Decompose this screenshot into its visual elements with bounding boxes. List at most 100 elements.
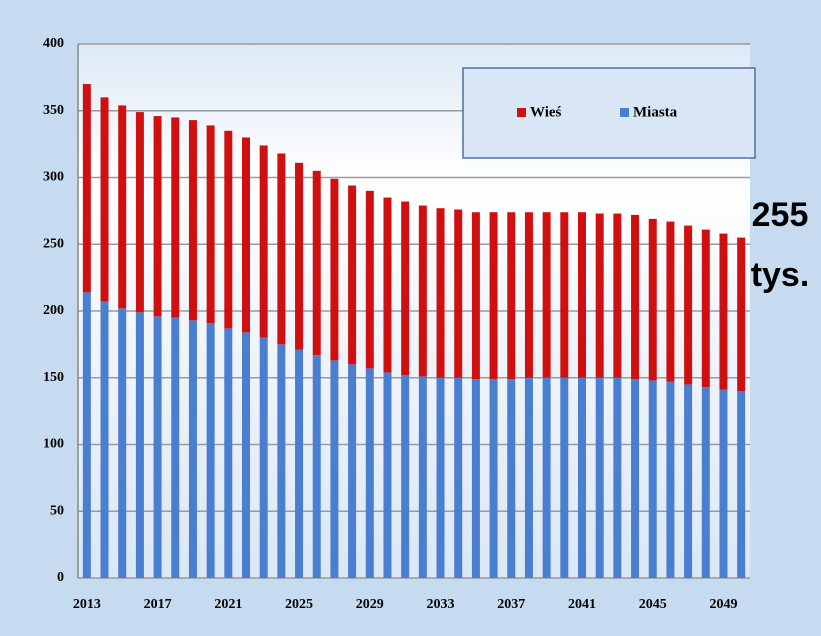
annotation: 255 [752, 196, 809, 234]
bar [82, 292, 91, 578]
bar [595, 377, 604, 578]
x-tick-label: 2017 [144, 597, 172, 612]
bar [242, 332, 250, 578]
bar [82, 84, 91, 293]
bar [648, 380, 657, 578]
y-tick-label: 200 [43, 303, 64, 318]
legend-swatch [620, 108, 629, 117]
bar [153, 116, 162, 317]
bar [295, 162, 304, 350]
bar [560, 212, 569, 378]
bar [401, 375, 410, 578]
bar [312, 170, 321, 356]
bar [507, 379, 516, 578]
bar [312, 355, 321, 578]
x-tick-label: 2041 [568, 597, 596, 612]
bar [631, 214, 640, 380]
bar [471, 379, 480, 578]
bar [436, 377, 445, 578]
bar [330, 178, 339, 361]
bar [737, 237, 746, 392]
bar [224, 328, 233, 578]
bar [100, 97, 109, 302]
bar [507, 212, 516, 380]
bar [701, 387, 710, 578]
bar [100, 301, 109, 578]
bar [188, 120, 197, 321]
y-tick-label: 350 [43, 103, 64, 118]
bar [454, 209, 463, 378]
bar [259, 145, 268, 338]
bar [365, 190, 374, 369]
bar [648, 218, 657, 381]
bar [542, 377, 551, 578]
bar [666, 381, 675, 578]
bar [383, 197, 392, 373]
bar [365, 368, 374, 578]
bar [259, 337, 268, 578]
legend-label: Wieś [530, 104, 562, 120]
x-tick-label: 2037 [497, 597, 525, 612]
bar [348, 364, 357, 578]
x-tick-label: 2049 [709, 597, 737, 612]
bar [188, 320, 197, 578]
y-tick-label: 100 [43, 437, 64, 452]
legend-box [462, 67, 756, 159]
bar [171, 317, 180, 578]
bar [206, 323, 215, 578]
bar [595, 213, 604, 378]
bar [135, 312, 144, 578]
bar [578, 212, 586, 378]
bar [524, 212, 533, 378]
bar [542, 212, 551, 378]
bar [737, 391, 746, 578]
annotation: tys. [751, 256, 810, 294]
bar [436, 208, 445, 378]
bar [348, 185, 357, 365]
bar [118, 105, 127, 309]
bar [171, 117, 180, 318]
bar [383, 372, 392, 578]
bar [489, 379, 498, 578]
bar [330, 360, 339, 578]
y-tick-label: 50 [50, 503, 64, 518]
bar [666, 221, 675, 382]
y-tick-label: 250 [43, 236, 64, 251]
bar [135, 112, 144, 313]
bar [631, 379, 640, 578]
x-tick-label: 2029 [356, 597, 384, 612]
y-tick-label: 150 [43, 370, 64, 385]
legend-label: Miasta [633, 104, 678, 120]
bar [277, 344, 286, 578]
x-tick-label: 2045 [639, 597, 667, 612]
bar [684, 225, 693, 385]
x-tick-label: 2021 [214, 597, 242, 612]
bar [153, 316, 162, 578]
y-tick-label: 400 [43, 36, 64, 51]
bar [489, 212, 498, 380]
bar [401, 201, 410, 376]
bar [242, 137, 250, 333]
legend-swatch [517, 108, 526, 117]
bar [206, 125, 215, 324]
x-tick-label: 2025 [285, 597, 313, 612]
x-tick-label: 2013 [73, 597, 101, 612]
bar [701, 229, 710, 388]
bar [295, 349, 304, 578]
bar [719, 389, 728, 578]
y-tick-label: 300 [43, 170, 64, 185]
bar [524, 377, 533, 578]
bar [578, 377, 586, 578]
bar [560, 377, 569, 578]
x-tick-label: 2033 [427, 597, 455, 612]
bar [224, 130, 233, 329]
bar [418, 376, 427, 578]
bar [684, 384, 693, 578]
bar [719, 233, 728, 390]
bar [471, 212, 480, 380]
bar [454, 377, 463, 578]
y-tick-label: 0 [57, 570, 64, 585]
bar [277, 153, 286, 345]
bar [118, 308, 127, 578]
